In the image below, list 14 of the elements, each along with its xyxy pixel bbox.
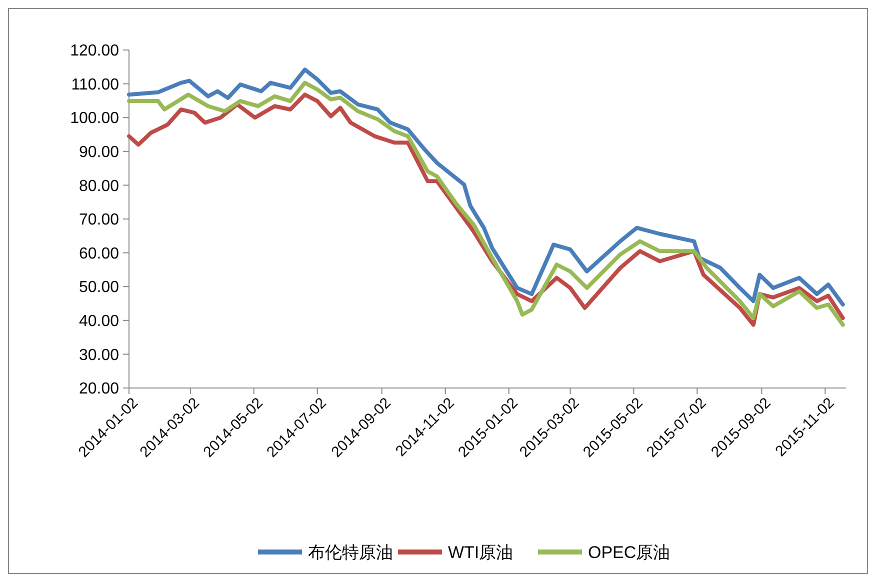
y-tick-label: 80.00	[78, 178, 120, 195]
y-tick-label: 90.00	[78, 144, 120, 161]
legend-label: OPEC原油	[588, 542, 670, 562]
y-tick-label: 60.00	[78, 245, 120, 262]
y-tick-label: 120.00	[70, 42, 120, 60]
y-tick-label: 30.00	[78, 346, 120, 364]
y-tick-label: 20.00	[78, 380, 120, 398]
y-tick-label: 50.00	[78, 279, 120, 296]
legend-label: 布伦特原油	[308, 542, 393, 562]
y-tick-label: 100.00	[70, 110, 120, 128]
y-tick-label: 70.00	[78, 212, 120, 229]
legend-label: WTI原油	[448, 542, 514, 562]
y-tick-label: 110.00	[71, 76, 120, 94]
y-tick-label: 40.00	[78, 313, 120, 330]
